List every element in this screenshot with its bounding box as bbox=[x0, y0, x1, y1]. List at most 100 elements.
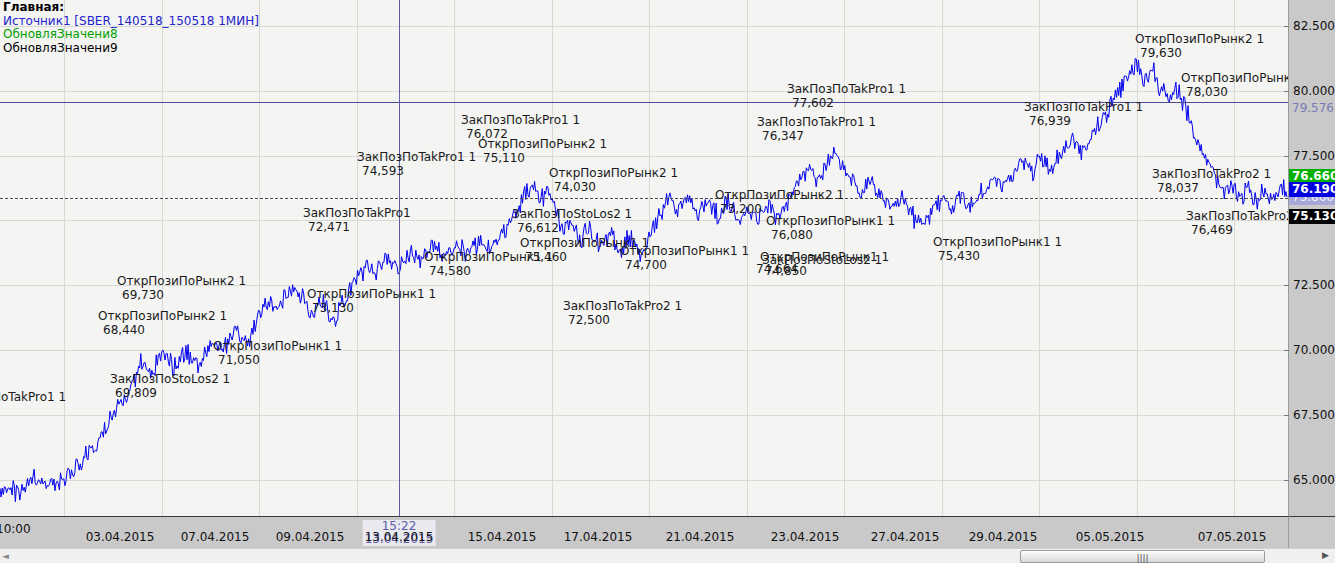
scrollbar-thumb[interactable]: |||| bbox=[1020, 550, 1265, 563]
trade-annotation: ОткрПозиПоРынк1 173,130 bbox=[307, 288, 436, 315]
trade-annotation: ОткрПозиПоРынк2 178,030 bbox=[1181, 72, 1288, 99]
scroll-right-arrow-icon[interactable]: ▶ bbox=[1322, 550, 1329, 560]
trade-annotation-value: 78,030 bbox=[1181, 86, 1288, 100]
trade-annotation: ПоTakPro1 1 bbox=[0, 391, 66, 405]
time-axis-tick: 13.04.2015 bbox=[365, 530, 434, 544]
time-axis-tick: 09.04.2015 bbox=[276, 530, 345, 544]
trade-annotation: ЗакПозПоStoLos2 176,612 bbox=[512, 208, 632, 235]
trade-annotation-value: 68,440 bbox=[98, 324, 227, 338]
price-axis-tick: 80.000 bbox=[1293, 84, 1335, 98]
trade-annotation-label: ЗакПозПоTakPro1 1 bbox=[1024, 100, 1143, 114]
time-axis-tick: 07.05.2015 bbox=[1198, 530, 1267, 544]
trade-annotation: ЗакПозПоTakPro2 176,469 bbox=[1186, 210, 1288, 237]
trade-annotation: ЗакПозПоTakPro172,471 bbox=[303, 207, 411, 234]
trade-annotation: ОткрПозиПоРынк2 179,630 bbox=[1135, 33, 1264, 60]
trade-annotation-value: 76,347 bbox=[757, 130, 876, 144]
trade-annotation: ЗакПозПоStoLos2 1 bbox=[762, 254, 882, 268]
trade-annotation: ОткрПозиПоРынк2 169,730 bbox=[117, 275, 246, 302]
trade-annotation-value: 71,050 bbox=[213, 354, 342, 368]
trade-annotation-value: 76,080 bbox=[766, 229, 895, 243]
price-axis-tick: 82.500 bbox=[1293, 19, 1335, 33]
horizontal-scrollbar[interactable]: ◄ |||| ▶ bbox=[0, 548, 1335, 563]
price-axis-tick: 70.000 bbox=[1293, 343, 1335, 357]
trade-annotation-value: 76,612 bbox=[512, 222, 632, 236]
trade-annotation: ОткрПозиПоРынк2 168,440 bbox=[98, 310, 227, 337]
trade-annotation-value: 72,500 bbox=[563, 314, 682, 328]
price-axis-tick-mark bbox=[1284, 26, 1289, 27]
trade-annotation-label: ЗакПозПоTakPro1 bbox=[303, 206, 411, 220]
price-tag-blue: 76.190 bbox=[1289, 182, 1335, 197]
price-tag-last: 75.130 bbox=[1289, 209, 1335, 224]
time-axis-tick: 17.04.2015 bbox=[564, 530, 633, 544]
time-axis-first-label: 10:00 bbox=[0, 522, 31, 536]
price-level-navy-label: 79.576 bbox=[1292, 101, 1334, 115]
trade-annotation-value: 69,730 bbox=[117, 289, 246, 303]
trade-annotation-label: ОткрПозиПоРынк1 1 bbox=[766, 214, 895, 228]
time-axis-tick: 07.04.2015 bbox=[181, 530, 250, 544]
price-axis-tick-mark bbox=[1284, 285, 1289, 286]
trade-annotation-value: 76,469 bbox=[1186, 224, 1288, 238]
trade-annotation-value: 74,030 bbox=[549, 181, 678, 195]
trade-annotation: ОткрПозиПоРынк1 174,700 bbox=[620, 245, 749, 272]
time-axis-tick: 05.05.2015 bbox=[1076, 530, 1145, 544]
trade-annotation-value: 75,110 bbox=[478, 152, 607, 166]
price-axis-tick-mark bbox=[1284, 480, 1289, 481]
trade-annotation: ЗакПозПоTakPro1 176,347 bbox=[757, 116, 876, 143]
time-axis[interactable]: 10:00 15:22 13.04.2015 03.04.201507.04.2… bbox=[0, 516, 1288, 548]
price-axis-tick: 72.500 bbox=[1293, 278, 1335, 292]
trade-annotation-label: ПоTakPro1 1 bbox=[0, 390, 66, 404]
trade-annotation-label: ОткрПозиПоРынк2 1 bbox=[549, 166, 678, 180]
trade-annotation-label: ОткрПозиПоРынк1 1 bbox=[620, 244, 749, 258]
trade-annotation: ЗакПозПоTakPro1 177,602 bbox=[787, 83, 906, 110]
chart-application: ПоTakPro1 1ЗакПозПоStoLos2 169,809ОткрПо… bbox=[0, 0, 1335, 563]
chart-plot-area[interactable]: ПоTakPro1 1ЗакПозПоStoLos2 169,809ОткрПо… bbox=[0, 0, 1288, 516]
trade-annotation-value: 76,939 bbox=[1024, 115, 1143, 129]
trade-annotation-label: ОткрПозиПоРынк1 1 bbox=[933, 235, 1062, 249]
price-axis-tick: 77.500 bbox=[1293, 149, 1335, 163]
trade-annotation-label: ЗакПозПоStoLos2 1 bbox=[110, 372, 230, 386]
price-axis-tick: 67.500 bbox=[1293, 408, 1335, 422]
trade-annotation-label: ЗакПозПоStoLos2 1 bbox=[512, 207, 632, 221]
trade-annotation: ОткрПозиПоРынк2 175,110 bbox=[478, 138, 607, 165]
trade-annotation: ОткрПозиПоРынк2 173,200 bbox=[715, 189, 844, 216]
header-indicator-9: ОбновляЗначени9 bbox=[3, 42, 259, 56]
trade-annotation-label: ОткрПозиПоРынк2 1 bbox=[117, 274, 246, 288]
trade-annotation-label: ЗакПозПоTakPro2 1 bbox=[563, 299, 682, 313]
time-axis-tick: 21.04.2015 bbox=[666, 530, 735, 544]
trade-annotation-value: 72,471 bbox=[303, 221, 411, 235]
trade-annotation-label: ОткрПозиПоРынк2 1 bbox=[98, 309, 227, 323]
axis-corner bbox=[1288, 516, 1335, 548]
trade-annotation: ЗакПозПоTakPro1 176,939 bbox=[1024, 101, 1143, 128]
trade-annotation-value: 78,037 bbox=[1152, 182, 1271, 196]
trade-annotation-label: ЗакПозПоTakPro1 1 bbox=[757, 115, 876, 129]
trade-annotation-label: ЗакПозПоTakPro1 1 bbox=[787, 82, 906, 96]
trade-annotation-label: ОткрПозиПоРынк2 1 bbox=[1135, 32, 1264, 46]
trade-annotation: ЗакПозПоTakPro1 174,593 bbox=[357, 151, 476, 178]
trade-annotation-value: 69,809 bbox=[110, 387, 230, 401]
time-axis-tick: 15.04.2015 bbox=[468, 530, 537, 544]
trade-annotation-label: ОткрПозиПоРынк1 1 bbox=[307, 287, 436, 301]
trade-annotation: ЗакПозПоTakPro2 178,037 bbox=[1152, 168, 1271, 195]
trade-annotation-label: ОткрПозиПоРынк2 1 bbox=[1181, 71, 1288, 85]
header-source: Источник1 [SBER_140518_150518 1МИН] bbox=[3, 15, 259, 29]
chart-header: Главная: Источник1 [SBER_140518_150518 1… bbox=[3, 1, 259, 55]
trade-annotation-label: ЗакПозПоTakPro1 1 bbox=[461, 113, 580, 127]
level-line-dashed bbox=[0, 198, 1288, 199]
price-axis[interactable]: 79.576 75.860 76.660 76.190 75.130 82.50… bbox=[1288, 0, 1335, 516]
trade-annotation: ОткрПозиПоРынк1 175,430 bbox=[933, 236, 1062, 263]
trade-annotation-value: 73,130 bbox=[307, 302, 436, 316]
trade-annotation: ЗакПозПоStoLos2 169,809 bbox=[110, 373, 230, 400]
trade-annotation-value: 74,700 bbox=[620, 259, 749, 273]
scroll-left-arrow-icon[interactable]: ◄ bbox=[2, 551, 9, 561]
crosshair-vertical-line[interactable] bbox=[399, 0, 400, 516]
price-axis-tick: 65.000 bbox=[1293, 473, 1335, 487]
trade-annotation-value: 74,593 bbox=[357, 165, 476, 179]
trade-annotation: ОткрПозиПоРынк2 174,030 bbox=[549, 167, 678, 194]
trade-annotation: ОткрПозиПоРынк1 171,050 bbox=[213, 340, 342, 367]
trade-annotation-label: ЗакПозПоStoLos2 1 bbox=[762, 253, 882, 267]
time-axis-tick: 27.04.2015 bbox=[871, 530, 940, 544]
trade-annotation-label: ЗакПозПоTakPro2 1 bbox=[1152, 167, 1271, 181]
trade-annotation-label: ОткрПозиПоРынк2 1 bbox=[715, 188, 844, 202]
time-axis-tick: 23.04.2015 bbox=[771, 530, 840, 544]
trade-annotation-label: ОткрПозиПоРынк1 1 bbox=[213, 339, 342, 353]
